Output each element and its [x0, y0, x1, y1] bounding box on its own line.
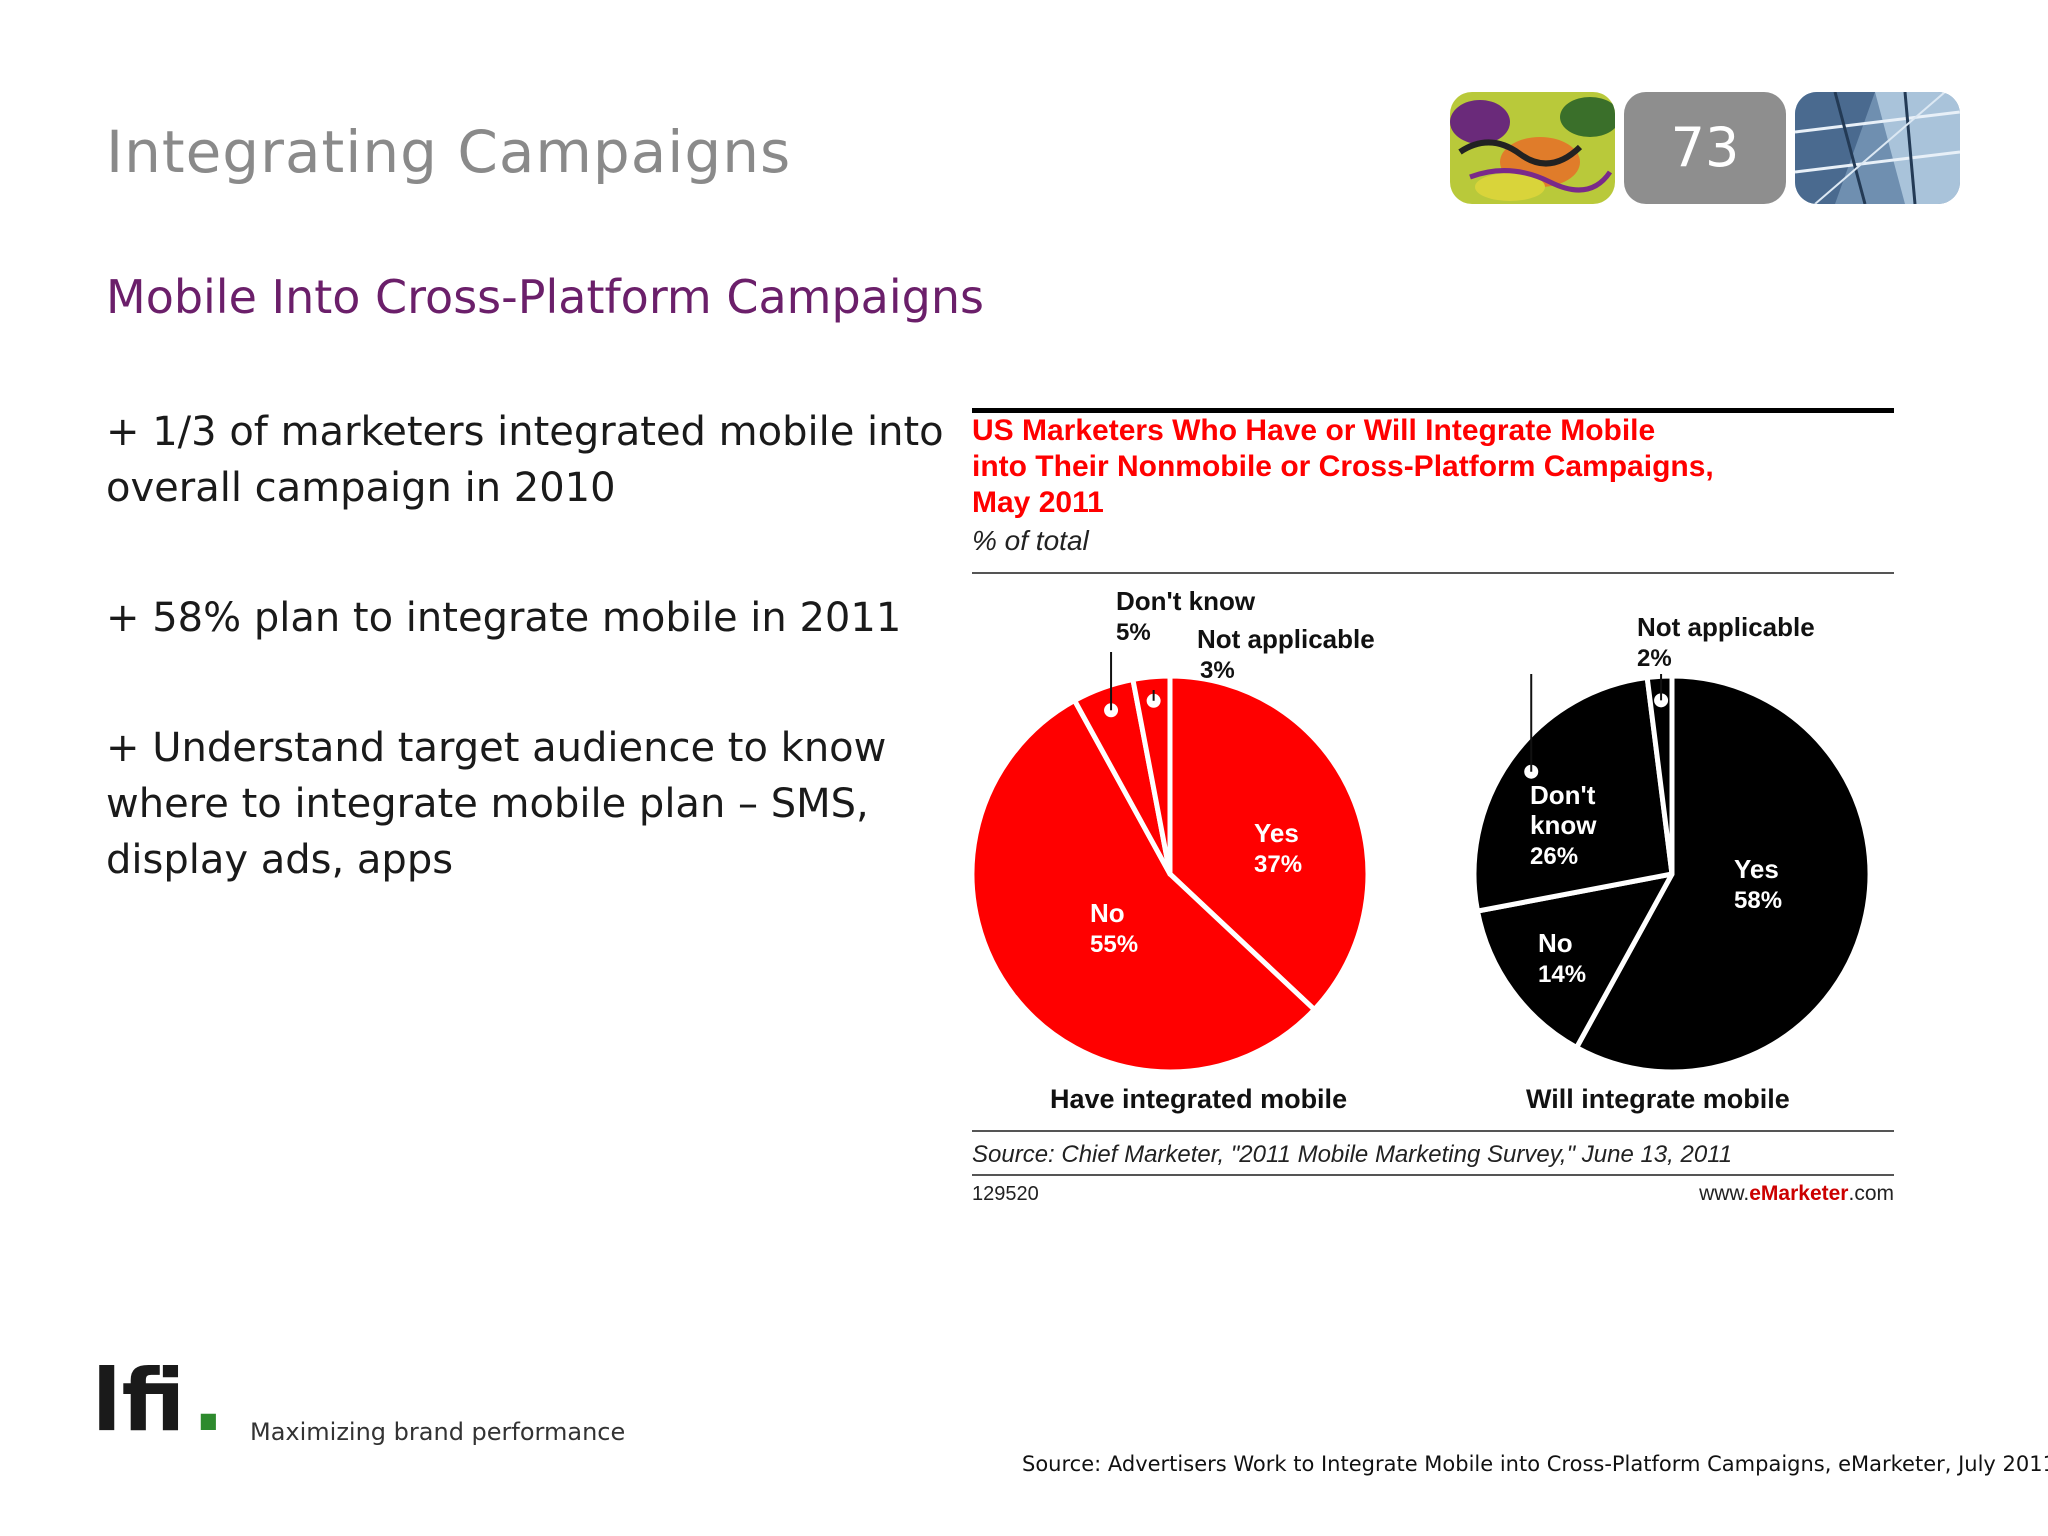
- chart-source: Source: Chief Marketer, "2011 Mobile Mar…: [972, 1141, 1732, 1168]
- chart-unit-label: % of total: [972, 525, 1090, 556]
- pie-slice-not-applicable: [1130, 673, 1173, 877]
- pie-slice-yes: [1574, 673, 1873, 1075]
- pie-slice-no: [1475, 871, 1675, 1051]
- callouts-have-integrated: [1104, 652, 1161, 718]
- glass-building-thumbnail: [1795, 92, 1960, 204]
- label-yes: Yes: [1254, 818, 1299, 848]
- label-yes: Yes: [1734, 854, 1779, 884]
- chart-canvas: US Marketers Who Have or Will Integrate …: [972, 408, 1894, 1205]
- pie-will-integrate: [1471, 673, 1873, 1075]
- slide-source-note: Source: Advertisers Work to Integrate Mo…: [1022, 1452, 2048, 1476]
- chart-id: 129520: [972, 1183, 1039, 1205]
- graffiti-thumbnail: [1450, 92, 1615, 204]
- emarketer-chart: US Marketers Who Have or Will Integrate …: [972, 406, 1894, 1206]
- chart-title-rule: [972, 572, 1894, 574]
- label-dont-know: Don't know: [1530, 780, 1603, 840]
- chart-title-line: May 2011: [972, 486, 1104, 519]
- brand-suffix: .com: [1848, 1182, 1894, 1205]
- value-dont-know: 26%: [1530, 843, 1578, 870]
- label-not-applicable: Not applicable: [1197, 624, 1375, 654]
- value-not-applicable: 3%: [1200, 657, 1235, 684]
- brand-name: eMarketer: [1749, 1182, 1848, 1205]
- logo-text: lfi: [92, 1351, 185, 1450]
- chart-top-rule: [972, 408, 1894, 413]
- bullet-item: + Understand target audience to know whe…: [106, 725, 887, 883]
- value-yes: 58%: [1734, 887, 1782, 914]
- chart-title-line: into Their Nonmobile or Cross-Platform C…: [972, 450, 1714, 483]
- brand-prefix: www.: [1698, 1182, 1749, 1205]
- value-dont-know: 5%: [1116, 619, 1151, 646]
- logo-dot: .: [192, 1351, 225, 1450]
- pie-slice-not-applicable: [1644, 673, 1675, 877]
- chart-source-rule: [972, 1174, 1894, 1176]
- chart-title-line: US Marketers Who Have or Will Integrate …: [972, 414, 1655, 447]
- label-no: No: [1538, 928, 1573, 958]
- label-no: No: [1090, 898, 1125, 928]
- bullet-item: + 1/3 of marketers integrated mobile int…: [106, 409, 944, 511]
- chart-bottom-rule: [972, 1130, 1894, 1132]
- page-number-badge: 73: [1624, 92, 1786, 204]
- header-image-strip: 73: [1450, 92, 1960, 204]
- bullet-item: + 58% plan to integrate mobile in 2011: [106, 595, 902, 641]
- callouts-will-integrate: [1524, 674, 1669, 779]
- callout-dot-not-applicable: [1654, 693, 1669, 708]
- lfi-logo: lfi .: [92, 1350, 652, 1451]
- pie-have-integrated: [972, 673, 1371, 1075]
- label-dont-know-line2: know: [1530, 810, 1597, 840]
- value-no: 55%: [1090, 931, 1138, 958]
- label-dont-know-line1: Don't: [1530, 780, 1596, 810]
- pie-caption: Will integrate mobile: [1526, 1084, 1790, 1114]
- pie-slice-yes: [1167, 673, 1371, 1013]
- slide-title: Integrating Campaigns: [106, 118, 792, 186]
- pie-slice-dont-know: [1471, 675, 1675, 914]
- value-yes: 37%: [1254, 851, 1302, 878]
- value-no: 14%: [1538, 961, 1586, 988]
- bullet-list: + 1/3 of marketers integrated mobile int…: [106, 404, 946, 962]
- label-dont-know: Don't know: [1116, 586, 1256, 616]
- pie-slice-no: [972, 697, 1317, 1075]
- pie-caption: Have integrated mobile: [1050, 1084, 1347, 1114]
- value-not-applicable: 2%: [1637, 645, 1672, 672]
- emarketer-brand: www.eMarketer.com: [1698, 1182, 1894, 1205]
- logo-tagline: Maximizing brand performance: [250, 1418, 626, 1446]
- slide-subtitle: Mobile Into Cross-Platform Campaigns: [106, 270, 984, 324]
- label-not-applicable: Not applicable: [1637, 612, 1815, 642]
